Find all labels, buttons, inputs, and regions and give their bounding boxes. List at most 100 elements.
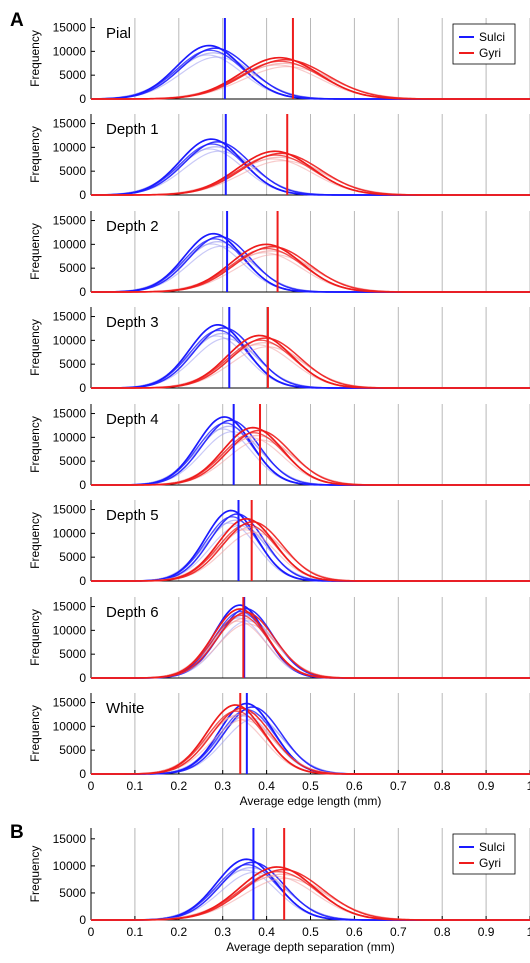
panel-b-letter: B — [10, 822, 24, 843]
y-tick-label: 5000 — [59, 886, 86, 900]
panel-a-letter: A — [10, 10, 24, 31]
x-axis-label: Average depth separation (mm) — [226, 940, 395, 954]
y-axis-label: Frequency — [28, 609, 42, 666]
x-tick-label: 0 — [88, 779, 95, 793]
x-tick-label: 0.3 — [214, 779, 231, 793]
y-tick-label: 15000 — [53, 696, 87, 710]
gyri-line — [91, 56, 530, 100]
y-tick-label: 5000 — [59, 454, 86, 468]
x-tick-label: 0.1 — [127, 779, 144, 793]
y-tick-label: 0 — [79, 913, 86, 927]
gyri-line — [91, 150, 530, 196]
y-tick-label: 5000 — [59, 164, 86, 178]
y-tick-label: 5000 — [59, 68, 86, 82]
y-tick-label: 10000 — [53, 719, 87, 733]
subplot-title: Depth 6 — [106, 604, 159, 621]
subplot-4: 0 5000 10000 15000 Frequency Depth 3 — [28, 307, 530, 395]
y-tick-label: 0 — [79, 92, 86, 106]
y-tick-label: 5000 — [59, 357, 86, 371]
legend-label: Gyri — [479, 46, 501, 60]
y-axis-label: Frequency — [28, 846, 42, 903]
subplot-title: White — [106, 700, 144, 717]
y-tick-label: 5000 — [59, 261, 86, 275]
y-tick-label: 10000 — [53, 44, 87, 58]
subplot-8: 0 5000 10000 15000 Frequency 0 0.1 0.2 0.3 0.4 0.5… — [28, 693, 530, 808]
x-tick-label: 0.9 — [478, 779, 495, 793]
x-tick-label: 0.7 — [390, 779, 407, 793]
x-tick-label: 0.3 — [214, 925, 231, 939]
y-axis-label: Frequency — [28, 705, 42, 762]
x-tick-label: 1 — [527, 925, 530, 939]
y-tick-label: 5000 — [59, 743, 86, 757]
y-axis-label: Frequency — [28, 126, 42, 183]
y-tick-label: 0 — [79, 767, 86, 781]
gyri-line — [91, 426, 530, 486]
x-tick-label: 0.6 — [346, 779, 363, 793]
subplot-title: Depth 2 — [106, 218, 159, 235]
x-tick-label: 0.2 — [170, 779, 187, 793]
x-tick-label: 1 — [527, 779, 530, 793]
x-tick-label: 0.4 — [258, 925, 275, 939]
y-tick-label: 15000 — [53, 21, 87, 35]
gyri-line — [91, 608, 530, 679]
subplot-title: Depth 5 — [106, 507, 159, 524]
y-tick-label: 0 — [79, 188, 86, 202]
legend-box — [452, 833, 516, 875]
x-tick-label: 0.8 — [434, 925, 451, 939]
legend-label: Sulci — [479, 840, 505, 854]
x-axis-label: Average edge length (mm) — [240, 794, 382, 808]
y-axis-label: Frequency — [28, 512, 42, 569]
y-tick-label: 10000 — [53, 623, 87, 637]
legend-label: Gyri — [479, 856, 501, 870]
subplot-1: 0 5000 10000 15000 Frequency Pial Sulci Gyri — [28, 18, 530, 106]
x-tick-label: 0.6 — [346, 925, 363, 939]
legend-box — [452, 23, 516, 65]
x-tick-label: 0.5 — [302, 925, 319, 939]
y-tick-label: 0 — [79, 478, 86, 492]
y-tick-label: 10000 — [53, 430, 87, 444]
y-tick-label: 10000 — [53, 333, 87, 347]
y-axis-label: Frequency — [28, 223, 42, 280]
subplot-7: 0 5000 10000 15000 Frequency Depth 6 — [28, 597, 530, 685]
y-tick-label: 15000 — [53, 503, 87, 517]
y-tick-label: 15000 — [53, 214, 87, 228]
y-tick-label: 5000 — [59, 550, 86, 564]
subplot-title: Pial — [106, 25, 131, 42]
x-tick-label: 0.4 — [258, 779, 275, 793]
y-tick-label: 10000 — [53, 526, 87, 540]
x-tick-label: 0.1 — [127, 925, 144, 939]
gyri-line — [91, 517, 530, 582]
gyri-line — [91, 704, 530, 775]
subplot-3: 0 5000 10000 15000 Frequency Depth 2 — [28, 211, 530, 299]
legend-label: Sulci — [479, 30, 505, 44]
y-tick-label: 15000 — [53, 117, 87, 131]
subplot-title: Depth 3 — [106, 314, 159, 331]
y-tick-label: 5000 — [59, 647, 86, 661]
x-tick-label: 0.2 — [170, 925, 187, 939]
x-tick-label: 0.5 — [302, 779, 319, 793]
y-axis-label: Frequency — [28, 319, 42, 376]
y-tick-label: 15000 — [53, 407, 87, 421]
x-tick-label: 0.7 — [390, 925, 407, 939]
y-tick-label: 15000 — [53, 600, 87, 614]
y-tick-label: 0 — [79, 381, 86, 395]
subplot-2: 0 5000 10000 15000 Frequency Depth 1 — [28, 114, 530, 202]
subplot-5: 0 5000 10000 15000 Frequency Depth 4 — [28, 404, 530, 492]
y-tick-label: 10000 — [53, 859, 87, 873]
y-tick-label: 0 — [79, 285, 86, 299]
y-tick-label: 15000 — [53, 310, 87, 324]
subplot-b: 0 5000 10000 15000 Frequency 0 0.1 0.2 0.3 0.4 0.5… — [28, 828, 530, 954]
x-tick-label: 0 — [88, 925, 95, 939]
subplot-6: 0 5000 10000 15000 Frequency Depth 5 — [28, 500, 530, 588]
y-axis-label: Frequency — [28, 416, 42, 473]
y-tick-label: 0 — [79, 574, 86, 588]
y-axis-label: Frequency — [28, 30, 42, 87]
gyri-line — [91, 243, 530, 293]
gyri-line — [91, 334, 530, 389]
y-tick-label: 10000 — [53, 237, 87, 251]
x-tick-label: 0.8 — [434, 779, 451, 793]
subplot-title: Depth 1 — [106, 121, 159, 138]
y-tick-label: 10000 — [53, 140, 87, 154]
gyri-line — [91, 866, 530, 921]
